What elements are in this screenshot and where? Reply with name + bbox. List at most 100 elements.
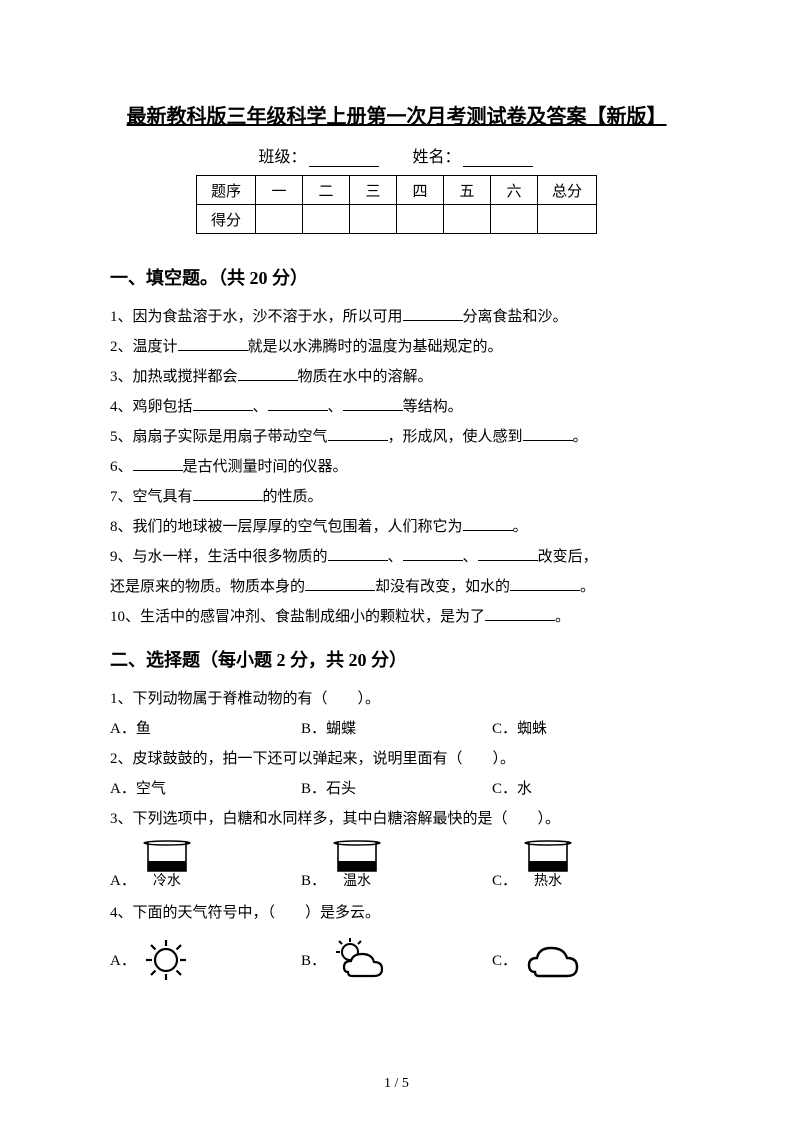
beaker-icon <box>521 840 575 874</box>
answer-blank[interactable] <box>463 515 513 531</box>
question-number: 7、 <box>110 489 133 505</box>
question-text: 生活中的感冒冲剂、食盐制成细小的颗粒状，是为了 <box>140 609 485 625</box>
section-2-header: 二、选择题（每小题 2 分，共 20 分） <box>110 646 683 672</box>
class-label: 班级： <box>258 149 306 166</box>
sun-icon <box>140 936 192 984</box>
q2-4-options: A． B． <box>110 936 683 984</box>
fill-blank-line: 6、 是古代测量时间的仪器。 <box>110 452 683 482</box>
option-b[interactable]: B．石头 <box>301 774 492 804</box>
answer-blank[interactable] <box>403 545 463 561</box>
q2-3-stem: 3、下列选项中，白糖和水同样多，其中白糖溶解最快的是（ ）。 <box>110 804 683 834</box>
table-row: 题序 一 二 三 四 五 六 总分 <box>197 176 597 205</box>
answer-blank[interactable] <box>268 395 328 411</box>
question-text: 、 <box>463 549 478 565</box>
question-number: 1、 <box>110 309 133 325</box>
td-blank[interactable] <box>397 205 444 234</box>
answer-blank[interactable] <box>510 575 580 591</box>
question-text: 就是以水沸腾时的温度为基础规定的。 <box>248 339 503 355</box>
option-b-label: B． <box>301 949 326 970</box>
question-text: 与水一样，生活中很多物质的 <box>133 549 328 565</box>
table-row: 得分 <box>197 205 597 234</box>
question-number: 8、 <box>110 519 133 535</box>
question-text: 鸡卵包括 <box>133 399 193 415</box>
question-number: 6、 <box>110 459 133 475</box>
option-a[interactable]: A． 冷水 <box>110 840 301 892</box>
answer-blank[interactable] <box>193 485 263 501</box>
answer-blank[interactable] <box>178 335 248 351</box>
question-text: 分离食盐和沙。 <box>463 309 568 325</box>
answer-blank[interactable] <box>478 545 538 561</box>
option-c[interactable]: C． 热水 <box>492 840 683 892</box>
score-table: 题序 一 二 三 四 五 六 总分 得分 <box>196 175 597 234</box>
class-blank[interactable] <box>309 150 379 167</box>
name-blank[interactable] <box>463 150 533 167</box>
question-number: 3、 <box>110 369 133 385</box>
td-blank[interactable] <box>350 205 397 234</box>
answer-blank[interactable] <box>403 305 463 321</box>
page-title: 最新教科版三年级科学上册第一次月考测试卷及答案【新版】 <box>110 100 683 129</box>
question-text: 。 <box>580 579 595 595</box>
td-blank[interactable] <box>256 205 303 234</box>
th-3: 三 <box>350 176 397 205</box>
fill-blank-line: 9、与水一样，生活中很多物质的、、改变后， <box>110 542 683 572</box>
answer-blank[interactable] <box>305 575 375 591</box>
option-a[interactable]: A． <box>110 936 301 984</box>
fill-blank-line: 10、生活中的感冒冲剂、食盐制成细小的颗粒状，是为了。 <box>110 602 683 632</box>
beaker-icon <box>330 840 384 874</box>
fill-blank-line: 5、扇扇子实际是用扇子带动空气，形成风，使人感到。 <box>110 422 683 452</box>
beaker-label: 热水 <box>534 872 562 892</box>
th-2: 二 <box>303 176 350 205</box>
beaker-icon <box>140 840 194 874</box>
th-total: 总分 <box>538 176 597 205</box>
question-text: 却没有改变，如水的 <box>375 579 510 595</box>
answer-blank[interactable] <box>343 395 403 411</box>
th-4: 四 <box>397 176 444 205</box>
beaker-warm: 温水 <box>330 840 384 892</box>
name-label: 姓名： <box>413 149 461 166</box>
question-text: 空气具有 <box>133 489 193 505</box>
question-text: 是古代测量时间的仪器。 <box>183 459 348 475</box>
th-6: 六 <box>491 176 538 205</box>
question-text: 还是原来的物质。物质本身的 <box>110 579 305 595</box>
option-a[interactable]: A．空气 <box>110 774 301 804</box>
option-c[interactable]: C．蜘蛛 <box>492 714 683 744</box>
answer-blank[interactable] <box>328 545 388 561</box>
question-text: 物质在水中的溶解。 <box>298 369 433 385</box>
option-c[interactable]: C．水 <box>492 774 683 804</box>
section-1-body: 1、因为食盐溶于水，沙不溶于水，所以可用分离食盐和沙。2、温度计就是以水沸腾时的… <box>110 302 683 632</box>
answer-blank[interactable] <box>133 455 183 471</box>
fill-blank-line: 还是原来的物质。物质本身的 却没有改变，如水的 。 <box>110 572 683 602</box>
fill-blank-line: 3、加热或搅拌都会 物质在水中的溶解。 <box>110 362 683 392</box>
question-text: 。 <box>573 429 588 445</box>
answer-blank[interactable] <box>523 425 573 441</box>
question-text: 加热或搅拌都会 <box>133 369 238 385</box>
question-text: 温度计 <box>133 339 178 355</box>
td-score-label: 得分 <box>197 205 256 234</box>
answer-blank[interactable] <box>238 365 298 381</box>
answer-blank[interactable] <box>193 395 253 411</box>
page-number: 1 / 5 <box>0 1076 793 1092</box>
option-b[interactable]: B．蝴蝶 <box>301 714 492 744</box>
q2-1-stem: 1、下列动物属于脊椎动物的有（ ）。 <box>110 684 683 714</box>
td-blank[interactable] <box>491 205 538 234</box>
question-text: 、 <box>253 399 268 415</box>
answer-blank[interactable] <box>485 605 555 621</box>
q2-2-options: A．空气 B．石头 C．水 <box>110 774 683 804</box>
option-c[interactable]: C． <box>492 938 683 982</box>
q2-2-stem: 2、皮球鼓鼓的，拍一下还可以弹起来，说明里面有（ ）。 <box>110 744 683 774</box>
td-blank[interactable] <box>444 205 491 234</box>
option-b[interactable]: B． <box>301 936 492 984</box>
td-blank[interactable] <box>538 205 597 234</box>
option-a[interactable]: A．鱼 <box>110 714 301 744</box>
th-seq: 题序 <box>197 176 256 205</box>
question-number: 10、 <box>110 609 140 625</box>
fill-blank-line: 7、空气具有的性质。 <box>110 482 683 512</box>
th-5: 五 <box>444 176 491 205</box>
td-blank[interactable] <box>303 205 350 234</box>
section-1-header: 一、填空题。（共 20 分） <box>110 264 683 290</box>
question-text: 。 <box>513 519 528 535</box>
option-b[interactable]: B． 温水 <box>301 840 492 892</box>
answer-blank[interactable] <box>328 425 388 441</box>
class-name-row: 班级： 姓名： <box>110 143 683 167</box>
question-number: 5、 <box>110 429 133 445</box>
